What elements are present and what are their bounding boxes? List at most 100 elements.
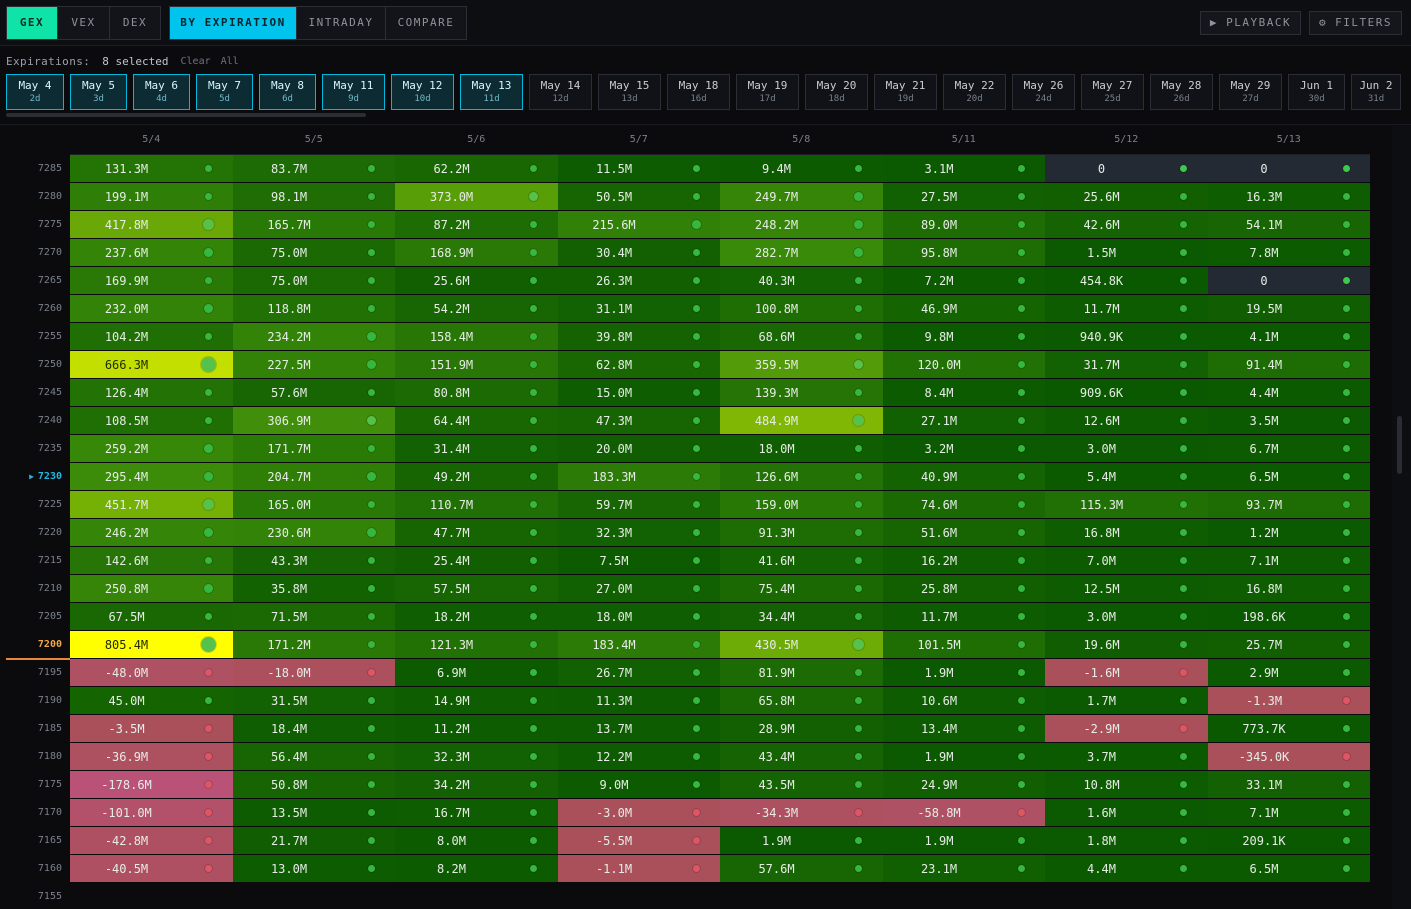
heatmap-cell[interactable]: 7.1M: [1207, 799, 1370, 826]
heatmap-cell[interactable]: -1.3M: [1207, 687, 1370, 714]
heatmap-cell[interactable]: 3.1M: [882, 155, 1045, 182]
heatmap-cell[interactable]: 18.0M: [720, 435, 883, 462]
filters-button[interactable]: ⚙ FILTERS: [1309, 11, 1402, 35]
heatmap-cell[interactable]: 57.6M: [720, 855, 883, 882]
heatmap-cell[interactable]: 25.4M: [395, 547, 558, 574]
heatmap-cell[interactable]: 6.5M: [1207, 463, 1370, 490]
heatmap-cell[interactable]: 30.4M: [557, 239, 720, 266]
heatmap-cell[interactable]: 249.7M: [720, 183, 883, 210]
heatmap-cell[interactable]: 47.7M: [395, 519, 558, 546]
heatmap-cell[interactable]: 43.5M: [720, 771, 883, 798]
heatmap-cell[interactable]: 54.1M: [1207, 211, 1370, 238]
heatmap-cell[interactable]: 158.4M: [395, 323, 558, 350]
heatmap-cell[interactable]: -101.0M: [70, 799, 233, 826]
heatmap-cell[interactable]: 131.3M: [70, 155, 233, 182]
heatmap-cell[interactable]: 11.7M: [1045, 295, 1208, 322]
playback-button[interactable]: ▶ PLAYBACK: [1200, 11, 1301, 35]
heatmap-cell[interactable]: -345.0K: [1207, 743, 1370, 770]
heatmap-cell[interactable]: 57.6M: [232, 379, 395, 406]
heatmap-cell[interactable]: 12.6M: [1045, 407, 1208, 434]
heatmap-cell[interactable]: 0: [1045, 155, 1208, 182]
heatmap-cell[interactable]: 91.3M: [720, 519, 883, 546]
expiration-chip[interactable]: May 29 27d: [1219, 74, 1282, 110]
tab-by-expiration[interactable]: BY EXPIRATION: [170, 7, 297, 39]
heatmap-cell[interactable]: 7.8M: [1207, 239, 1370, 266]
heatmap-cell[interactable]: 237.6M: [70, 239, 233, 266]
heatmap-cell[interactable]: [1045, 883, 1208, 909]
heatmap-cell[interactable]: 87.2M: [395, 211, 558, 238]
heatmap-cell[interactable]: 18.0M: [557, 603, 720, 630]
heatmap-cell[interactable]: 120.0M: [882, 351, 1045, 378]
heatmap-cell[interactable]: 35.8M: [232, 575, 395, 602]
heatmap-cell[interactable]: -1.6M: [1045, 659, 1208, 686]
heatmap-cell[interactable]: [883, 883, 1046, 909]
heatmap-cell[interactable]: -3.0M: [557, 799, 720, 826]
heatmap-cell[interactable]: 31.5M: [232, 687, 395, 714]
heatmap-cell[interactable]: 6.7M: [1207, 435, 1370, 462]
heatmap-cell[interactable]: 198.6K: [1207, 603, 1370, 630]
heatmap-cell[interactable]: 126.6M: [720, 463, 883, 490]
heatmap-cell[interactable]: 59.7M: [557, 491, 720, 518]
heatmap-cell[interactable]: 9.8M: [882, 323, 1045, 350]
heatmap-cell[interactable]: 16.8M: [1045, 519, 1208, 546]
heatmap-cell[interactable]: 14.9M: [395, 687, 558, 714]
heatmap-cell[interactable]: 204.7M: [232, 463, 395, 490]
heatmap-cell[interactable]: 282.7M: [720, 239, 883, 266]
heatmap-cell[interactable]: 25.7M: [1207, 631, 1370, 658]
heatmap-cell[interactable]: 215.6M: [557, 211, 720, 238]
heatmap-cell[interactable]: 93.7M: [1207, 491, 1370, 518]
heatmap-cell[interactable]: 454.8K: [1045, 267, 1208, 294]
heatmap-cell[interactable]: 11.3M: [557, 687, 720, 714]
heatmap-cell[interactable]: 40.3M: [720, 267, 883, 294]
expiration-chip[interactable]: May 22 20d: [943, 74, 1006, 110]
heatmap-cell[interactable]: 232.0M: [70, 295, 233, 322]
heatmap-cell[interactable]: 183.3M: [557, 463, 720, 490]
heatmap-cell[interactable]: 8.2M: [395, 855, 558, 882]
heatmap-cell[interactable]: [233, 883, 396, 909]
heatmap-cell[interactable]: 95.8M: [882, 239, 1045, 266]
heatmap-cell[interactable]: 121.3M: [395, 631, 558, 658]
heatmap-cell[interactable]: 159.0M: [720, 491, 883, 518]
expiration-chip[interactable]: May 15 13d: [598, 74, 661, 110]
tab-dex[interactable]: DEX: [122, 16, 148, 29]
heatmap-cell[interactable]: 13.7M: [557, 715, 720, 742]
heatmap-cell[interactable]: 43.3M: [232, 547, 395, 574]
heatmap-cell[interactable]: 230.6M: [232, 519, 395, 546]
heatmap-cell[interactable]: 10.6M: [882, 687, 1045, 714]
heatmap-cell[interactable]: -40.5M: [70, 855, 233, 882]
expiration-chip[interactable]: Jun 1 30d: [1288, 74, 1345, 110]
heatmap-cell[interactable]: 81.9M: [720, 659, 883, 686]
heatmap-cell[interactable]: [70, 883, 233, 909]
heatmap-cell[interactable]: 430.5M: [720, 631, 883, 658]
heatmap-cell[interactable]: 171.2M: [232, 631, 395, 658]
heatmap-cell[interactable]: 13.4M: [882, 715, 1045, 742]
heatmap-cell[interactable]: 41.6M: [720, 547, 883, 574]
heatmap-cell[interactable]: 9.4M: [720, 155, 883, 182]
heatmap-cell[interactable]: 183.4M: [557, 631, 720, 658]
heatmap-cell[interactable]: 50.8M: [232, 771, 395, 798]
tab-compare[interactable]: COMPARE: [397, 16, 455, 29]
heatmap-cell[interactable]: 75.0M: [232, 267, 395, 294]
heatmap-cell[interactable]: 248.2M: [720, 211, 883, 238]
heatmap-cell[interactable]: 6.5M: [1207, 855, 1370, 882]
heatmap-cell[interactable]: 15.0M: [557, 379, 720, 406]
heatmap-cell[interactable]: -42.8M: [70, 827, 233, 854]
heatmap-cell[interactable]: 104.2M: [70, 323, 233, 350]
vertical-scroll-thumb[interactable]: [1397, 416, 1402, 474]
heatmap-cell[interactable]: 16.3M: [1207, 183, 1370, 210]
heatmap-cell[interactable]: -2.9M: [1045, 715, 1208, 742]
heatmap-cell[interactable]: 74.6M: [882, 491, 1045, 518]
heatmap-cell[interactable]: -1.1M: [557, 855, 720, 882]
heatmap-cell[interactable]: 4.4M: [1045, 855, 1208, 882]
heatmap-cell[interactable]: 234.2M: [232, 323, 395, 350]
heatmap-cell[interactable]: 4.1M: [1207, 323, 1370, 350]
heatmap-cell[interactable]: 27.5M: [882, 183, 1045, 210]
heatmap-cell[interactable]: 18.2M: [395, 603, 558, 630]
heatmap-cell[interactable]: 373.0M: [395, 183, 558, 210]
heatmap-cell[interactable]: 54.2M: [395, 295, 558, 322]
heatmap-cell[interactable]: 12.5M: [1045, 575, 1208, 602]
heatmap-cell[interactable]: 31.4M: [395, 435, 558, 462]
heatmap-cell[interactable]: 25.6M: [1045, 183, 1208, 210]
heatmap-cell[interactable]: 451.7M: [70, 491, 233, 518]
heatmap-cell[interactable]: 1.7M: [1045, 687, 1208, 714]
